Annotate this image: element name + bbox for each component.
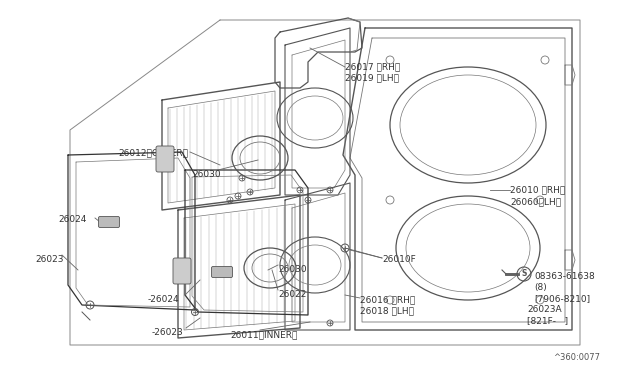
- Text: 26010F: 26010F: [382, 255, 416, 264]
- Text: [821F-   ]: [821F- ]: [527, 316, 568, 325]
- Text: 26016 〈RH〉: 26016 〈RH〉: [360, 295, 415, 304]
- Text: 26023A: 26023A: [527, 305, 562, 314]
- FancyBboxPatch shape: [156, 146, 174, 172]
- Text: 26011〈INNER〉: 26011〈INNER〉: [230, 330, 298, 339]
- Text: ^360:0077: ^360:0077: [553, 353, 600, 362]
- FancyBboxPatch shape: [173, 258, 191, 284]
- Text: 26030: 26030: [192, 170, 221, 179]
- Text: 08363-61638: 08363-61638: [534, 272, 595, 281]
- Text: 26019 〈LH〉: 26019 〈LH〉: [345, 73, 399, 82]
- Text: 26010 〈RH〉: 26010 〈RH〉: [510, 185, 565, 194]
- FancyBboxPatch shape: [211, 266, 232, 278]
- Text: 26060〈LH〉: 26060〈LH〉: [510, 197, 561, 206]
- Text: [7906-8210]: [7906-8210]: [534, 294, 590, 303]
- Text: 26012〈OUTER〉: 26012〈OUTER〉: [118, 148, 188, 157]
- Text: 26030: 26030: [278, 265, 307, 274]
- Text: 26018 〈LH〉: 26018 〈LH〉: [360, 306, 414, 315]
- Text: S: S: [522, 269, 527, 279]
- Text: 26017 〈RH〉: 26017 〈RH〉: [345, 62, 400, 71]
- Text: 26023: 26023: [35, 255, 63, 264]
- Text: 26022: 26022: [278, 290, 307, 299]
- Text: (8): (8): [534, 283, 547, 292]
- FancyBboxPatch shape: [99, 217, 120, 228]
- Text: -26024: -26024: [148, 295, 180, 304]
- Text: 26024: 26024: [58, 215, 86, 224]
- Text: -26023: -26023: [152, 328, 184, 337]
